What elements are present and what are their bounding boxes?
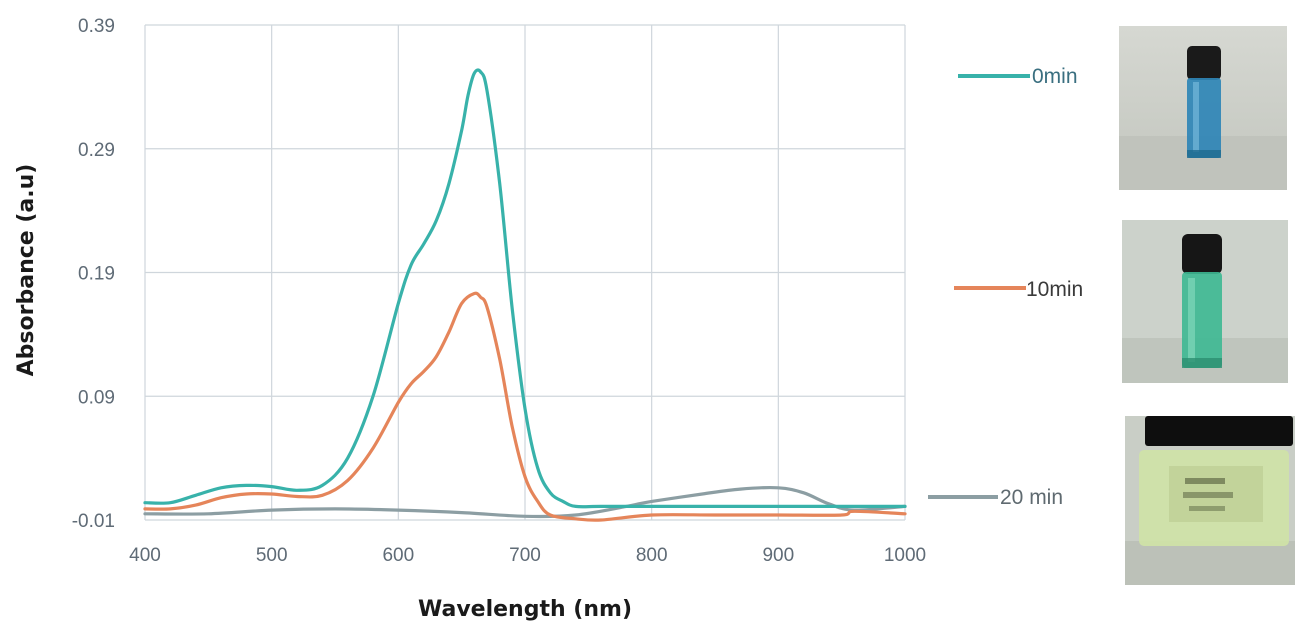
vial-10min-image: [1122, 220, 1288, 383]
series-lines: [143, 68, 907, 522]
legend-label: 0min: [1032, 65, 1078, 88]
y-tick-label: 0.09: [78, 387, 115, 408]
legend-entry-0min: 0min: [958, 65, 1078, 88]
vial-0min-image: [1119, 26, 1287, 190]
x-tick-label: 400: [129, 545, 161, 566]
legend-entry-10min: 10min: [954, 278, 1083, 301]
legend-label: 10min: [1026, 278, 1083, 301]
x-tick-labels: 400 500 600 700 800 900 1000: [129, 545, 926, 566]
vial-photo-20min: [1125, 416, 1295, 585]
grid: [144, 24, 906, 521]
x-tick-label: 900: [762, 545, 794, 566]
vial-photo-10min: [1122, 220, 1288, 383]
legend-label: 20 min: [1000, 486, 1063, 509]
x-tick-label: 800: [636, 545, 668, 566]
x-tick-label: 700: [509, 545, 541, 566]
x-axis-title: Wavelength (nm): [418, 597, 632, 622]
series-line-10min: [143, 291, 907, 522]
x-tick-label: 600: [382, 545, 414, 566]
y-tick-label: -0.01: [72, 511, 115, 532]
y-tick-label: 0.29: [78, 140, 115, 161]
y-tick-label: 0.19: [78, 264, 115, 285]
y-tick-label: 0.39: [78, 16, 115, 37]
legend: 0min 10min 20 min: [928, 65, 1083, 509]
series-line-0min: [143, 68, 907, 509]
vial-photo-0min: [1119, 26, 1287, 190]
vial-20min-image: [1125, 416, 1295, 585]
y-axis-title: Absorbance (a.u): [14, 164, 39, 377]
x-tick-label: 500: [256, 545, 288, 566]
x-tick-label: 1000: [884, 545, 926, 566]
y-tick-labels: -0.01 0.09 0.19 0.29 0.39: [72, 16, 115, 532]
legend-entry-20min: 20 min: [928, 486, 1063, 509]
